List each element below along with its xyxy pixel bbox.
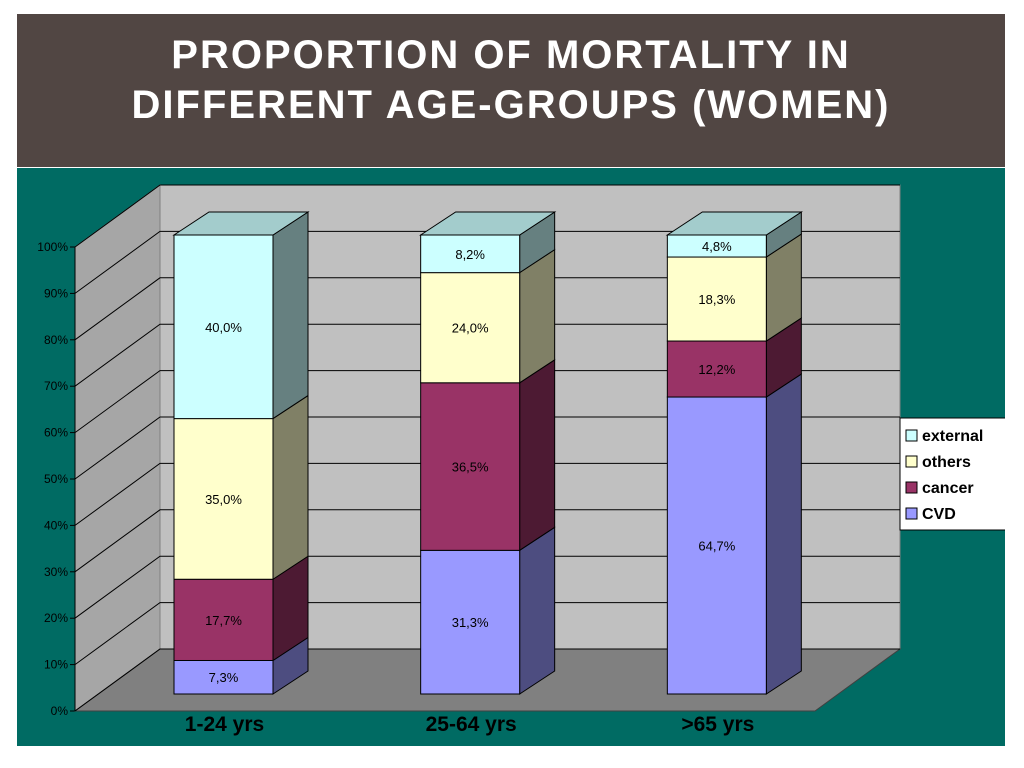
bar-segment-external-top [418,211,557,236]
data-label: 12,2% [698,362,735,377]
data-label: 40,0% [205,320,242,335]
gridline [74,509,900,573]
legend-label: external [922,428,983,445]
bar-segment-others [173,418,274,580]
gridline [74,648,900,712]
data-label: 35,0% [205,492,242,507]
bar-segment-cvd-side [519,526,556,695]
bar-segment-cancer [666,340,767,398]
y-tick-label: 30% [44,565,68,579]
y-tick-label: 70% [44,379,68,393]
y-tick-label: 80% [44,333,68,347]
bar-segment-others [666,256,767,342]
bar-segment-cvd-side [765,373,802,695]
y-tick-label: 100% [37,240,68,254]
slide-title: PROPORTION OF MORTALITY IN DIFFERENT AGE… [31,30,991,130]
y-tick-label: 10% [44,658,68,672]
y-tick-label: 40% [44,518,68,532]
gridline [74,277,900,341]
gridline [74,462,900,526]
gridline [74,230,900,294]
legend-swatch [905,429,918,442]
data-label: 64,7% [698,539,735,554]
legend-label: CVD [922,506,956,523]
gridline [74,602,900,666]
bar-segment-cancer [420,382,521,551]
legend-label: cancer [922,480,974,497]
data-label: 8,2% [455,247,485,262]
slide-title-line-1: PROPORTION OF MORTALITY IN [171,32,851,77]
data-label: 17,7% [205,613,242,628]
bar-segment-others-side [272,394,309,581]
x-category-label: 25-64 yrs [426,713,517,736]
slide-title-line-2: DIFFERENT AGE-GROUPS (WOMEN) [131,82,891,127]
bar-segment-others [420,272,521,384]
x-category-label: >65 yrs [681,713,754,736]
y-tick-label: 50% [44,472,68,486]
bar-segment-external [173,234,274,420]
legend-swatch [905,455,918,468]
legend-label: others [922,454,971,471]
chart-area: 0% 10% 20% 30% 40% 50% 60% 70% 80% 90% 100% 7,3% 17,… [17,168,1005,746]
bar-segment-external-top [665,211,804,236]
data-label: 31,3% [452,615,489,630]
bar-segment-cancer-side [519,358,556,552]
y-tick-label: 20% [44,611,68,625]
gridline [74,323,900,387]
y-tick-label: 0% [51,704,69,718]
x-category-label: 1-24 yrs [185,713,264,736]
bar-segment-cvd [420,549,521,695]
data-label: 4,8% [702,239,732,254]
bar-segment-external [420,234,521,274]
gridline [74,370,900,434]
gridline [74,555,900,619]
stacked-bar-chart: 0% 10% 20% 30% 40% 50% 60% 70% 80% 90% 100% 7,3% 17,… [17,168,1005,746]
y-tick-label: 90% [44,286,68,300]
y-tick-label: 60% [44,426,68,440]
data-label: 24,0% [452,321,489,336]
bar-segment-cvd [173,659,274,695]
legend-swatch [905,481,918,494]
title-band: PROPORTION OF MORTALITY IN DIFFERENT AGE… [17,14,1005,167]
bar-segment-external-top [172,211,310,236]
gridline [74,416,900,480]
data-label: 7,3% [209,670,239,685]
bar-segment-cvd [666,396,767,695]
data-label: 36,5% [452,460,489,475]
legend-swatch [905,507,918,520]
data-label: 18,3% [698,292,735,307]
gridline [74,184,900,248]
bar-segment-external-side [272,211,309,420]
